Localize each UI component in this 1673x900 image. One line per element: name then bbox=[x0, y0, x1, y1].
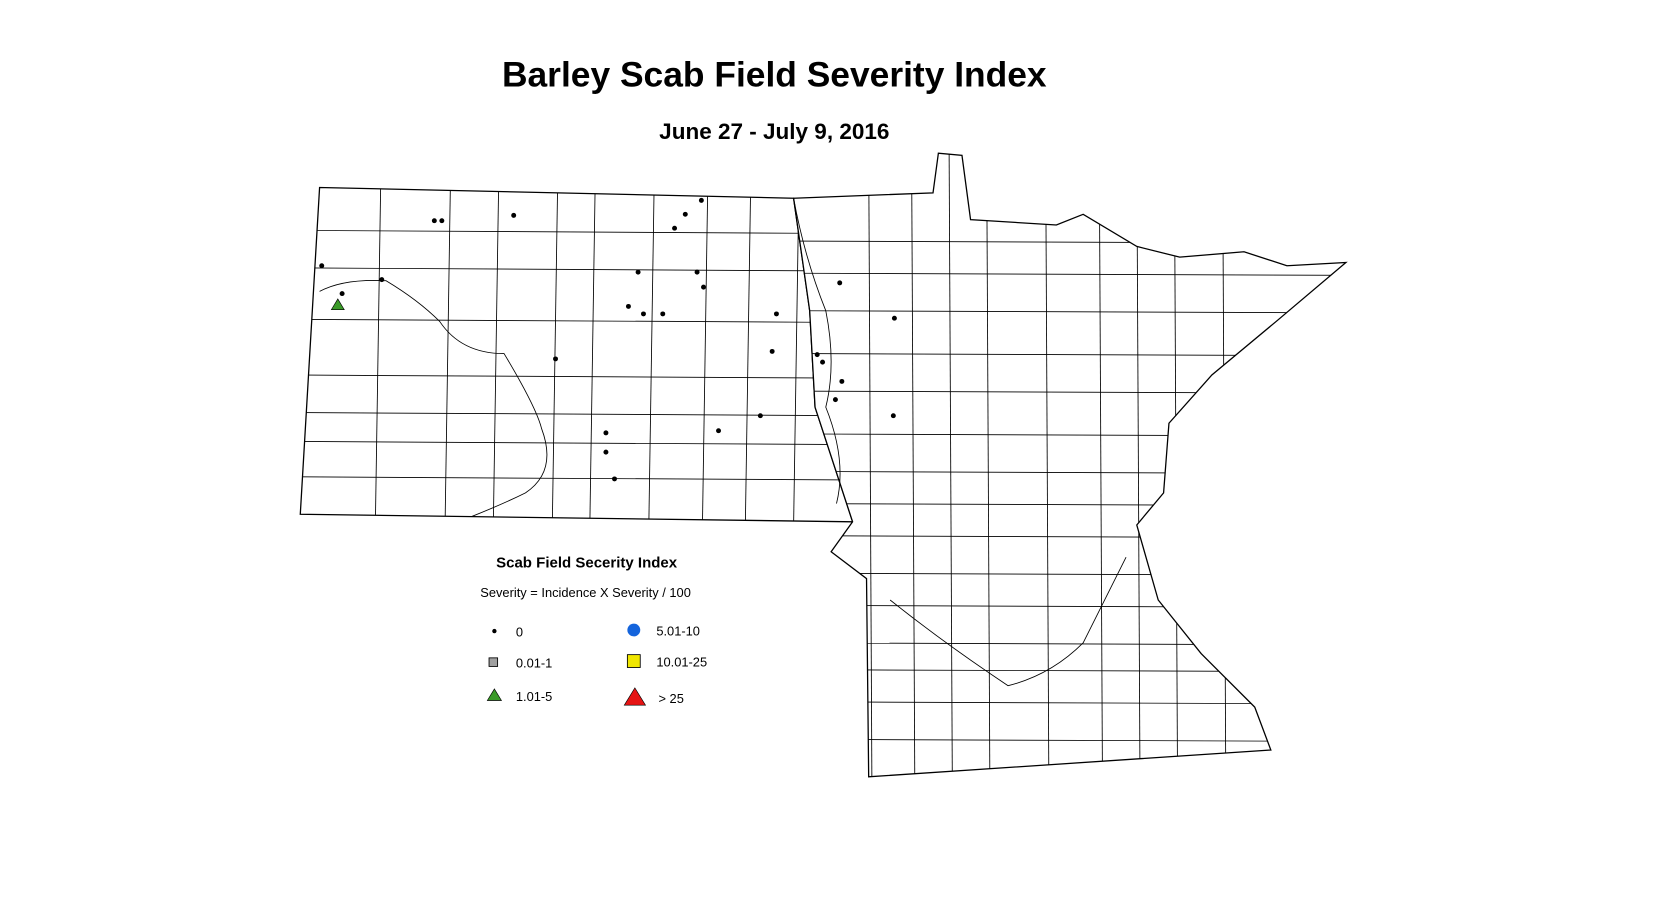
county-line bbox=[1136, 153, 1141, 777]
observation-marker bbox=[890, 413, 896, 419]
observation-marker bbox=[603, 449, 609, 455]
county-line bbox=[793, 187, 800, 522]
county-line bbox=[702, 187, 709, 522]
legend-marker bbox=[627, 623, 641, 637]
county-line bbox=[444, 187, 451, 522]
title: Barley Scab Field Severity Index bbox=[502, 55, 1047, 94]
observation-marker bbox=[612, 476, 617, 482]
observation-marker bbox=[891, 315, 897, 321]
observation-marker bbox=[511, 212, 517, 218]
minnesota bbox=[792, 152, 1348, 778]
observation-marker bbox=[694, 269, 700, 275]
county-line bbox=[300, 374, 853, 379]
observation-marker bbox=[820, 359, 826, 365]
observation-marker bbox=[757, 413, 763, 419]
county-line bbox=[744, 187, 752, 522]
subtitle: June 27 - July 9, 2016 bbox=[659, 119, 889, 144]
observation-marker bbox=[640, 311, 646, 317]
county-line bbox=[1045, 153, 1050, 777]
county-line bbox=[589, 187, 596, 522]
observation-marker bbox=[330, 298, 345, 310]
legend: 0 0.01-1 1.01-5 5.01-10 10.01-25 > 25 bbox=[486, 623, 707, 706]
river bbox=[319, 198, 1127, 687]
legend-label: > 25 bbox=[658, 691, 683, 706]
observation-marker bbox=[635, 269, 641, 275]
observation-marker bbox=[814, 352, 820, 358]
county-line bbox=[300, 476, 853, 481]
observation-marker bbox=[319, 263, 325, 269]
county-line bbox=[1098, 153, 1103, 777]
county-line bbox=[300, 441, 853, 446]
north-dakota bbox=[299, 186, 854, 523]
observation-marker bbox=[339, 291, 345, 297]
observation-marker bbox=[716, 428, 721, 434]
observation-marker bbox=[769, 348, 775, 354]
observation-marker bbox=[625, 303, 631, 309]
legend-label: 5.01-10 bbox=[656, 624, 700, 639]
county-line bbox=[648, 187, 655, 522]
county-line bbox=[300, 229, 853, 234]
legend-marker bbox=[623, 687, 647, 706]
county-line bbox=[911, 153, 916, 777]
legend-label: 10.01-25 bbox=[656, 655, 707, 670]
county-line bbox=[793, 738, 1346, 742]
observation-marker bbox=[701, 284, 706, 290]
legend-marker bbox=[486, 688, 503, 701]
legend-marker bbox=[626, 654, 641, 668]
legend-marker bbox=[488, 657, 499, 667]
county-line bbox=[300, 267, 853, 272]
legend-marker bbox=[492, 628, 497, 634]
observation-marker bbox=[439, 218, 445, 224]
observation-marker bbox=[837, 280, 843, 286]
county-line bbox=[986, 153, 991, 777]
nd-counties bbox=[300, 187, 853, 522]
observation-marker bbox=[431, 218, 437, 224]
observation-marker bbox=[672, 225, 678, 231]
observation-marker bbox=[832, 397, 838, 403]
observation-marker bbox=[660, 311, 666, 317]
legend-title: Scab Field Secerity Index bbox=[496, 555, 678, 572]
observation-marker bbox=[839, 378, 845, 384]
county-line bbox=[300, 318, 853, 323]
observation-marker bbox=[553, 356, 558, 362]
observation-marker bbox=[379, 277, 385, 283]
county-line bbox=[793, 272, 1346, 276]
county-line bbox=[551, 187, 559, 522]
observation-marker bbox=[773, 311, 779, 317]
legend-label: 0.01-1 bbox=[516, 656, 552, 671]
county-line bbox=[868, 153, 873, 777]
county-line bbox=[793, 310, 1346, 314]
observations bbox=[319, 197, 897, 482]
observation-marker bbox=[682, 211, 688, 217]
observation-marker bbox=[603, 430, 609, 436]
legend-subtitle: Severity = Incidence X Severity / 100 bbox=[480, 585, 691, 600]
county-line bbox=[374, 187, 382, 522]
county-line bbox=[300, 412, 853, 417]
legend-label: 1.01-5 bbox=[516, 689, 552, 704]
county-line bbox=[948, 153, 953, 777]
observation-marker bbox=[698, 197, 704, 203]
legend-label: 0 bbox=[516, 625, 523, 640]
